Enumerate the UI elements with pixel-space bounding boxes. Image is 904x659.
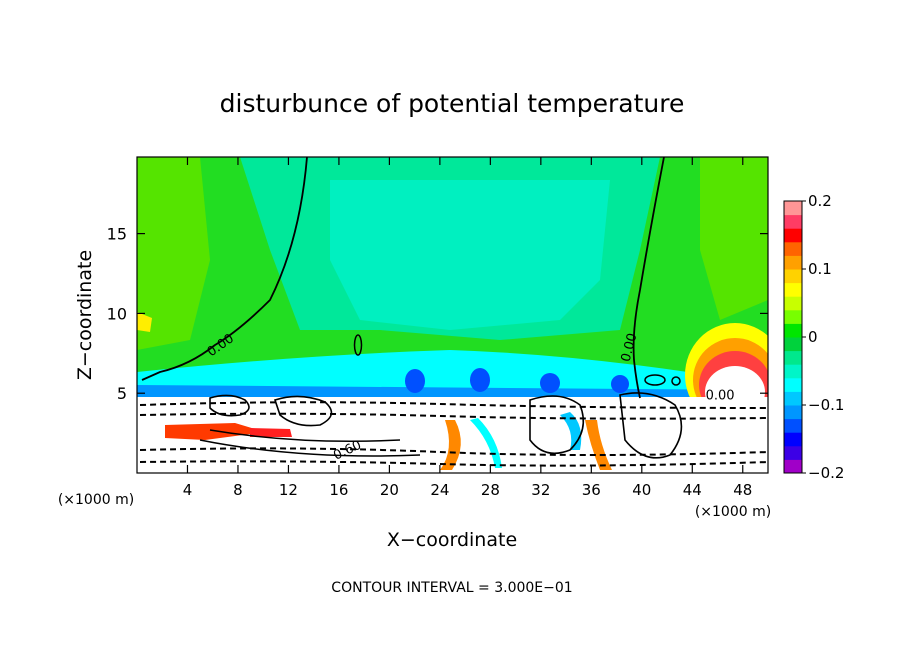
colorbar-swatch [784, 377, 802, 392]
colorbar-swatch [784, 309, 802, 324]
colorbar-swatch [784, 391, 802, 406]
chart-title: disturbunce of potential temperature [220, 89, 685, 118]
heatmap-field [137, 157, 768, 473]
x-tick-label: 4 [183, 481, 193, 499]
x-tick-label: 40 [632, 481, 651, 499]
colorbar-swatch [784, 418, 802, 433]
x-tick-label: 8 [233, 481, 243, 499]
x-tick-label: 28 [481, 481, 500, 499]
colorbar-tick-label: 0.2 [808, 192, 832, 210]
plot-frame [136, 156, 769, 474]
x-tick-label: 20 [380, 481, 399, 499]
colorbar-swatch [784, 269, 802, 284]
colorbar-tick-label: 0.1 [808, 260, 832, 278]
x-tick-label: 32 [531, 481, 550, 499]
colorbar-swatch [784, 405, 802, 420]
colorbar-swatch [784, 282, 802, 297]
x-tick-label: 24 [430, 481, 449, 499]
colorbar-swatch [784, 445, 802, 460]
x-tick-label: 48 [733, 481, 752, 499]
x-tick-label: 44 [683, 481, 702, 499]
colorbar-swatch [784, 337, 802, 352]
y-axis: 5 10 15 [107, 225, 768, 403]
x-axis-label: X−coordinate [387, 529, 517, 551]
colorbar-swatch [784, 255, 802, 270]
colorbar-swatch [784, 350, 802, 365]
colorbar-tick-label: −0.1 [808, 396, 844, 414]
contour-label: 0.00 [706, 389, 735, 404]
colorbar-swatch [784, 214, 802, 229]
colorbar-tick-label: −0.2 [808, 464, 844, 482]
colorbar-swatch [784, 201, 802, 216]
y-tick-label: 5 [117, 384, 127, 403]
colorbar-swatch [784, 459, 802, 474]
x-unit-left: (×1000 m) [58, 492, 134, 508]
colorbar-tick-label: 0 [808, 328, 818, 346]
colorbar-swatch [784, 296, 802, 311]
x-tick-label: 12 [279, 481, 298, 499]
x-tick-label: 16 [329, 481, 348, 499]
x-unit-right: (×1000 m) [695, 504, 771, 520]
colorbar-swatch [784, 432, 802, 447]
colorbar-swatch [784, 323, 802, 338]
contour-interval-note: CONTOUR INTERVAL = 3.000E−01 [331, 580, 572, 596]
y-tick-label: 10 [107, 304, 127, 323]
x-tick-label: 36 [582, 481, 601, 499]
y-axis-label: Z−coordinate [74, 250, 96, 380]
colorbar-swatch [784, 228, 802, 243]
x-axis: 4 8 12 16 20 24 28 32 36 40 44 48 [183, 157, 752, 499]
y-tick-label: 15 [107, 225, 127, 244]
colorbar-swatch [784, 241, 802, 256]
colorbar: 0.2 0.1 0 −0.1 −0.2 [783, 192, 844, 482]
contour-label: 0.00 [619, 332, 641, 364]
colorbar-swatch [784, 364, 802, 379]
